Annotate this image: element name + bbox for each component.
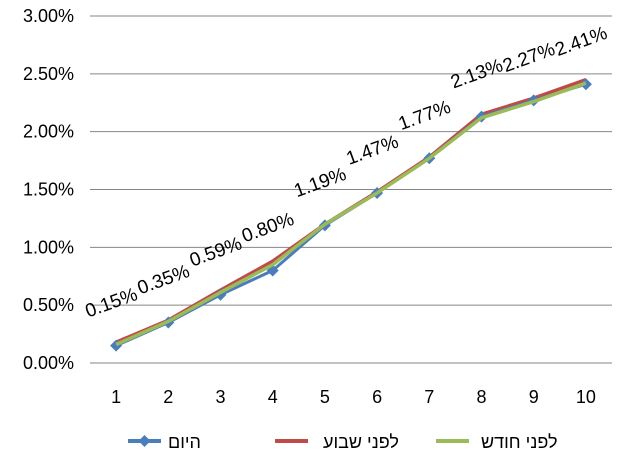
data-label: 0.59% (187, 233, 245, 271)
data-labels: 0.15%0.35%0.59%0.80% 1.19%1.47%1.77% 2.13%… (83, 23, 611, 323)
series-line-0 (115, 82, 587, 348)
data-label: 1.77% (396, 97, 454, 135)
x-tick-label: 1 (111, 387, 121, 407)
x-tick-label: 9 (529, 387, 539, 407)
x-tick-label: 6 (372, 387, 382, 407)
series-line-2 (115, 81, 587, 347)
data-label: 1.47% (344, 131, 402, 169)
y-tick-label: 3.00% (23, 6, 74, 26)
data-label: 2.27% (500, 39, 558, 77)
y-axis-tick-labels: 0.00% 0.50% 1.00% 1.50% 2.00% 2.50% 3.00% (23, 6, 74, 373)
y-tick-label: 1.00% (23, 237, 74, 257)
legend-label-2: לפני חודש (481, 432, 557, 452)
x-tick-label: 8 (476, 387, 486, 407)
data-label: 0.35% (135, 261, 193, 299)
data-label: 0.80% (239, 209, 297, 247)
series-lines (110, 77, 592, 352)
legend-label-0: היום (168, 432, 201, 452)
x-tick-label: 5 (320, 387, 330, 407)
x-tick-label: 4 (268, 387, 278, 407)
y-tick-label: 2.50% (23, 64, 74, 84)
x-tick-label: 2 (163, 387, 173, 407)
y-tick-label: 0.50% (23, 295, 74, 315)
x-axis-tick-labels: 1 2 3 4 5 6 7 8 9 10 (111, 387, 596, 407)
data-label: 2.13% (448, 55, 506, 93)
x-tick-label: 10 (576, 387, 596, 407)
legend-label-1: לפני שבוע (323, 432, 399, 452)
y-tick-label: 1.50% (23, 180, 74, 200)
legend: היום לפני שבוע לפני חודש (128, 432, 557, 452)
legend-marker (138, 435, 151, 447)
x-tick-label: 3 (215, 387, 225, 407)
y-tick-label: 2.00% (23, 122, 74, 142)
x-tick-label: 7 (424, 387, 434, 407)
data-label: 2.41% (552, 23, 610, 61)
y-tick-label: 0.00% (23, 353, 74, 373)
data-label: 1.19% (291, 164, 349, 202)
gridlines (90, 15, 612, 306)
data-label: 0.15% (83, 284, 141, 322)
